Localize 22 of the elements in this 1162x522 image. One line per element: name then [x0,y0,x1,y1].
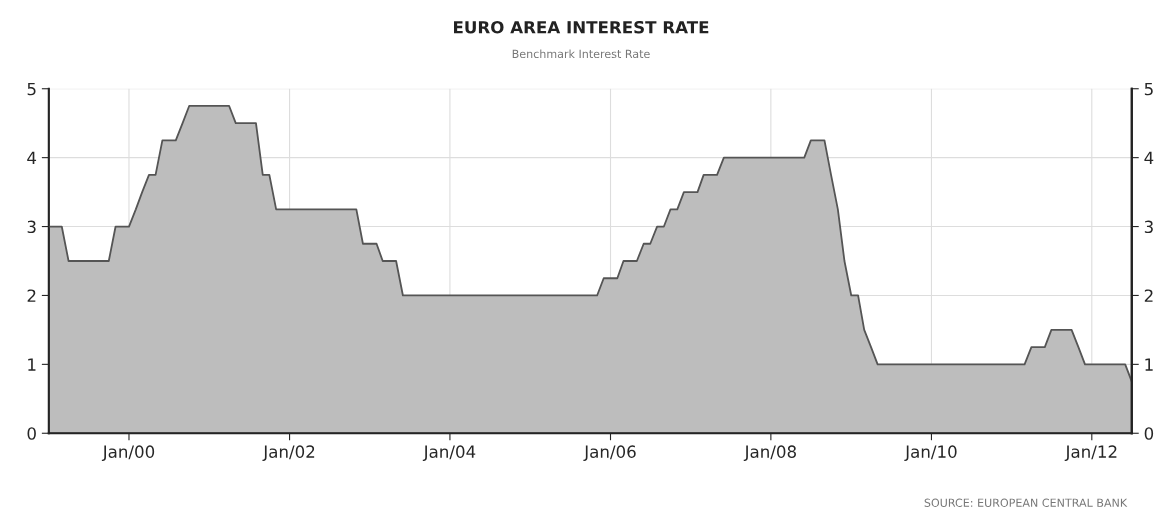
chart-subtitle: Benchmark Interest Rate [512,49,650,59]
x-tick-label: Jan/06 [583,445,636,462]
x-tick-label: Jan/08 [743,445,796,462]
source-note: SOURCE: EUROPEAN CENTRAL BANK [924,498,1128,507]
y2-tick-label: 1 [1145,358,1153,371]
x-tick-label: Jan/04 [422,445,476,462]
y-tick-label: 1 [28,358,36,371]
y2-tick-label: 2 [1144,289,1153,302]
x-tick-label: Jan/00 [101,445,155,462]
y-tick-label: 3 [27,220,36,234]
y2-tick-label: 3 [1144,220,1153,234]
x-tick-label: Jan/10 [904,445,957,462]
y-tick-label: 4 [27,151,37,164]
y-tick-label: 0 [27,427,36,440]
y-tick-label: 5 [27,82,36,96]
x-tick-label: Jan/12 [1064,445,1117,462]
chart-title: EURO AREA INTEREST RATE [454,20,709,34]
y2-tick-label: 5 [1144,82,1153,96]
y2-tick-label: 0 [1144,427,1154,440]
y2-tick-label: 4 [1144,151,1154,164]
x-tick-label: Jan/02 [262,445,315,462]
y-tick-label: 2 [27,289,36,302]
